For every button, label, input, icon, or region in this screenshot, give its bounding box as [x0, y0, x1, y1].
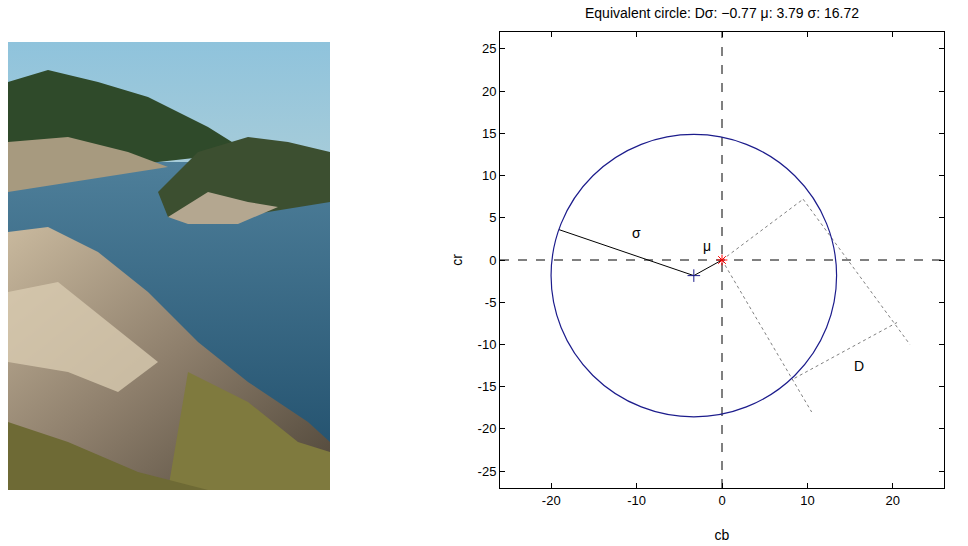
svg-text:Equivalent circle: Dσ: −0.77 μ: Equivalent circle: Dσ: −0.77 μ: 3.79 σ: …: [585, 5, 859, 21]
svg-text:-10: -10: [627, 493, 646, 508]
svg-text:10: 10: [482, 168, 496, 183]
svg-text:-10: -10: [478, 337, 497, 352]
svg-text:0: 0: [718, 493, 725, 508]
svg-text:cb: cb: [715, 527, 730, 543]
svg-text:0: 0: [489, 253, 496, 268]
svg-text:5: 5: [489, 210, 496, 225]
svg-text:D: D: [854, 358, 864, 374]
svg-text:20: 20: [886, 493, 900, 508]
svg-text:10: 10: [800, 493, 814, 508]
svg-text:σ: σ: [632, 225, 641, 241]
svg-text:μ: μ: [703, 238, 711, 254]
svg-text:20: 20: [482, 84, 496, 99]
svg-text:15: 15: [482, 126, 496, 141]
svg-text:-5: -5: [485, 295, 497, 310]
svg-text:25: 25: [482, 41, 496, 56]
svg-text:-25: -25: [478, 464, 497, 479]
svg-text:-20: -20: [478, 421, 497, 436]
svg-text:-15: -15: [478, 379, 497, 394]
svg-text:-20: -20: [542, 493, 561, 508]
svg-text:cr: cr: [449, 254, 465, 266]
